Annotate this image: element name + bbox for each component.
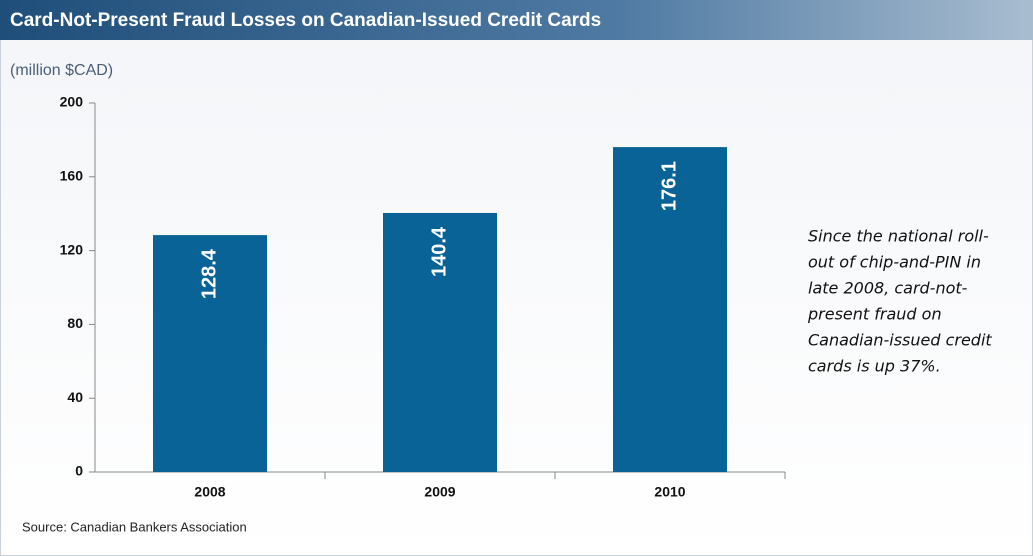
x-tick-label: 2009 <box>424 484 455 500</box>
title-bar <box>0 0 1033 40</box>
value-label: 140.4 <box>428 226 450 277</box>
annotation-line: late 2008, card-not- <box>808 279 968 298</box>
bar <box>613 147 727 472</box>
source: Source: Canadian Bankers Association <box>22 519 247 534</box>
y-tick-label: 200 <box>60 94 84 110</box>
bar <box>153 235 267 472</box>
x-tick-label: 2008 <box>194 484 225 500</box>
subtitle: (million $CAD) <box>10 62 113 79</box>
annotation-line: present fraud on <box>807 305 942 324</box>
y-tick-label: 40 <box>67 389 83 405</box>
y-tick-label: 120 <box>60 241 84 257</box>
value-label: 176.1 <box>658 161 680 211</box>
y-tick-label: 0 <box>75 463 83 479</box>
x-tick-label: 2010 <box>654 484 685 500</box>
bar <box>383 212 497 472</box>
annotation-line: out of chip-and-PIN in <box>808 253 981 272</box>
chart-title: Card-Not-Present Fraud Losses on Canadia… <box>10 10 601 31</box>
annotation-line: Canadian-issued credit <box>808 331 992 350</box>
annotation-line: Since the national roll- <box>808 227 989 246</box>
y-tick-label: 80 <box>67 315 83 331</box>
y-tick-label: 160 <box>60 168 84 184</box>
annotation-line: cards is up 37%. <box>808 357 941 376</box>
value-label: 128.4 <box>198 248 220 299</box>
